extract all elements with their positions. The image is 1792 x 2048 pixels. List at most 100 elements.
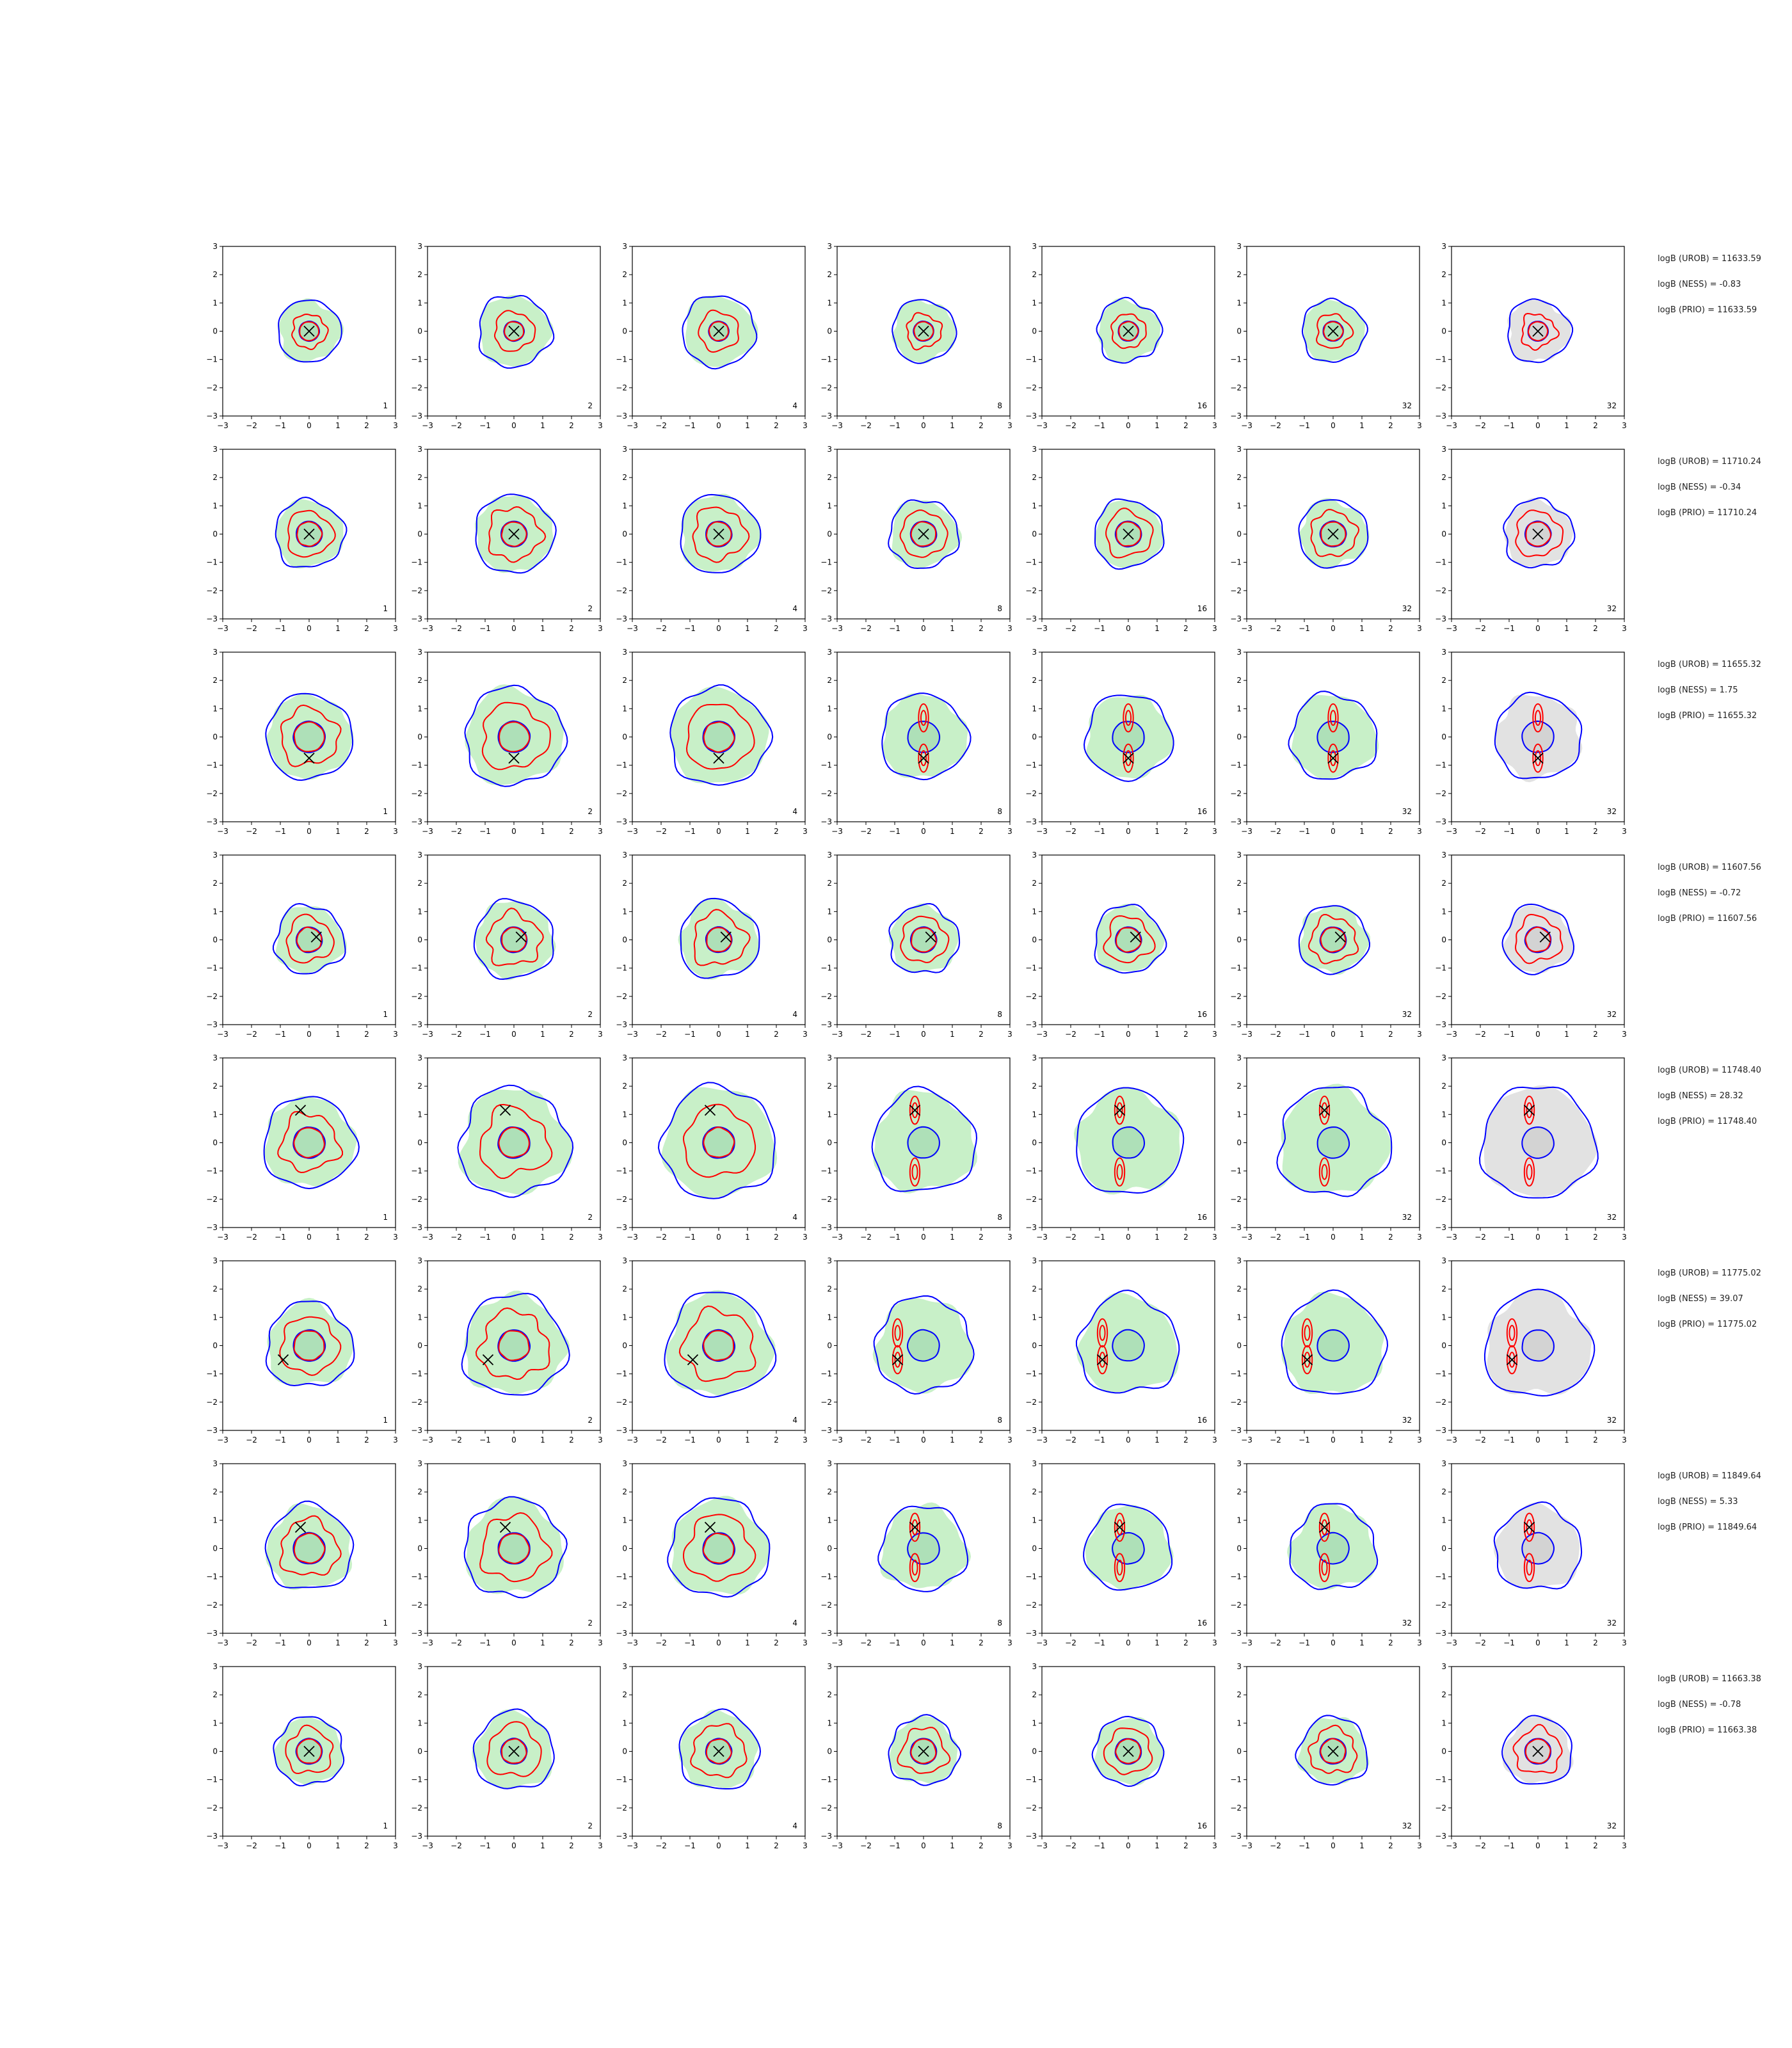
y-tick-label: −1	[1435, 1167, 1446, 1176]
panel-r6-c2: −3 −2 −1 0 1 2 3 −3 −2 −1 0 1 2 3 2	[411, 1256, 603, 1444]
ness-mode-contour	[892, 1318, 904, 1348]
y-tick-label: 2	[622, 1082, 627, 1091]
x-tick-label: 0	[716, 421, 721, 430]
y-tick-label: −3	[616, 1223, 627, 1232]
panel-label: 4	[792, 1619, 797, 1628]
x-tick-label: 0	[1535, 1841, 1540, 1850]
x-tick-label: 2	[569, 1638, 574, 1647]
y-tick-label: 3	[827, 648, 832, 657]
x-tick-label: −3	[217, 421, 228, 430]
ness-outer-contour	[1308, 914, 1359, 964]
ness-mode-contour	[1327, 703, 1339, 733]
x-tick-label: 0	[1126, 624, 1131, 633]
x-tick-label: −3	[831, 1233, 843, 1242]
true-parameter-marker	[1114, 1105, 1126, 1116]
panel-label: 8	[997, 604, 1002, 613]
x-tick-label: −2	[1475, 1841, 1486, 1850]
x-tick-label: 3	[1417, 1030, 1422, 1039]
y-tick-label: −1	[820, 1370, 832, 1379]
ness-inner-contour	[296, 1738, 323, 1764]
x-tick-label: −1	[1299, 1030, 1310, 1039]
x-tick-label: 2	[979, 1233, 984, 1242]
y-tick-label: 0	[1236, 1139, 1242, 1148]
y-tick-label: 0	[1032, 1747, 1037, 1756]
ness-inner-contour	[1118, 321, 1139, 342]
x-tick-label: −3	[1241, 1233, 1252, 1242]
x-tick-label: −3	[831, 421, 843, 430]
y-tick-label: 1	[1441, 501, 1446, 510]
y-tick-label: 3	[827, 1053, 832, 1062]
x-tick-label: 3	[393, 827, 398, 836]
x-tick-label: 2	[774, 1841, 779, 1850]
x-tick-label: 1	[745, 1233, 750, 1242]
panel-r4-c5: −3 −2 −1 0 1 2 3 −3 −2 −1 0 1 2 3 16	[1025, 851, 1217, 1039]
density-core-fill	[705, 925, 733, 953]
ness-inner-contour	[293, 1330, 325, 1361]
urob-outer-contour	[682, 295, 758, 370]
density-core-fill	[1112, 1126, 1146, 1159]
y-tick-label: 2	[212, 1690, 218, 1699]
y-tick-label: −1	[820, 761, 832, 770]
y-tick-label: 0	[1441, 530, 1446, 539]
urob-outer-contour	[680, 897, 760, 979]
x-tick-label: −2	[451, 1436, 462, 1444]
y-tick-label: −2	[206, 1804, 218, 1812]
ness-inner-contour	[299, 321, 319, 342]
y-tick-label: 3	[1236, 445, 1242, 454]
panel-label: 2	[588, 604, 593, 613]
x-tick-label: 3	[1622, 624, 1627, 633]
ness-mode-contour	[1534, 710, 1542, 726]
ness-mode-contour	[1506, 1318, 1518, 1348]
density-core-fill	[702, 720, 736, 753]
y-tick-label: −1	[820, 558, 832, 567]
y-tick-label: −1	[616, 1370, 627, 1379]
panel-label: 1	[383, 401, 388, 410]
y-tick-label: 1	[827, 704, 832, 713]
x-tick-label: 0	[307, 1436, 312, 1444]
y-tick-label: −2	[820, 1398, 832, 1407]
ness-inner-contour	[296, 926, 323, 952]
x-tick-label: −3	[422, 1233, 433, 1242]
x-tick-label: 0	[921, 1841, 926, 1850]
true-parameter-marker	[1114, 1521, 1126, 1533]
x-tick-label: 1	[540, 421, 545, 430]
panel-r8-c2: −3 −2 −1 0 1 2 3 −3 −2 −1 0 1 2 3 2	[411, 1662, 603, 1850]
urob-inner-contour	[907, 721, 941, 753]
y-tick-label: 1	[622, 501, 627, 510]
x-tick-label: −1	[275, 624, 286, 633]
x-tick-label: 3	[803, 421, 808, 430]
true-parameter-marker	[713, 528, 724, 540]
y-tick-label: −1	[820, 1572, 832, 1581]
y-tick-label: −2	[411, 992, 422, 1001]
ness-mode-contour	[1096, 1345, 1108, 1375]
urob-outer-contour	[1083, 694, 1174, 782]
density-core-fill	[497, 1329, 531, 1362]
true-parameter-marker	[499, 1105, 511, 1116]
panel-r7-c3: −3 −2 −1 0 1 2 3 −3 −2 −1 0 1 2 3 4	[616, 1459, 808, 1647]
panel-label: 2	[588, 1213, 593, 1222]
y-tick-label: 1	[622, 1110, 627, 1119]
x-tick-label: 3	[598, 827, 603, 836]
urob-outer-contour	[664, 1292, 777, 1398]
true-parameter-marker	[1318, 1105, 1331, 1116]
y-tick-label: −1	[616, 1572, 627, 1581]
true-parameter-marker	[1506, 1354, 1518, 1366]
y-tick-label: 0	[1236, 530, 1242, 539]
ness-outer-contour	[280, 704, 342, 767]
x-tick-label: 1	[1359, 1638, 1364, 1647]
y-tick-label: −2	[1435, 1601, 1446, 1610]
y-tick-label: −3	[1230, 1426, 1242, 1435]
panel-label: 32	[1402, 401, 1412, 410]
x-tick-label: 0	[716, 1233, 721, 1242]
y-tick-label: 1	[212, 907, 218, 916]
y-tick-label: −2	[1025, 992, 1037, 1001]
x-tick-label: 3	[598, 421, 603, 430]
x-tick-label: 2	[1593, 1436, 1598, 1444]
x-tick-label: 2	[1593, 1233, 1598, 1242]
y-tick-label: −3	[1025, 817, 1037, 826]
panel-label: 8	[997, 807, 1002, 816]
panel-label: 2	[588, 1619, 593, 1628]
ness-outer-contour	[1103, 915, 1156, 964]
urob-outer-contour	[1493, 1501, 1583, 1590]
x-tick-label: 1	[950, 827, 955, 836]
